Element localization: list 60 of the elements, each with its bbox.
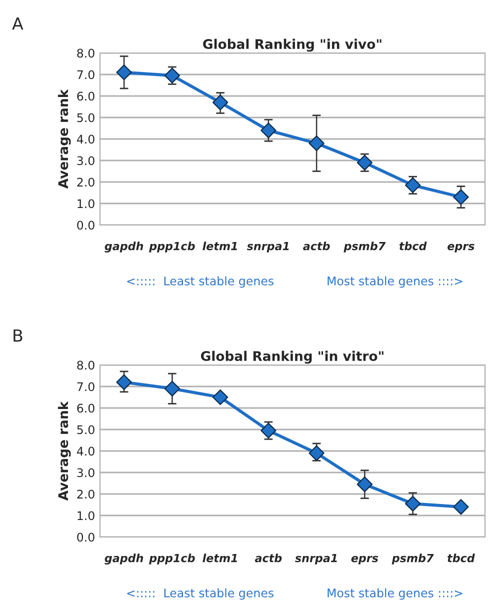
y-tick-label: 5.0 xyxy=(77,113,94,122)
x-tick-label: eprs xyxy=(351,556,378,564)
point xyxy=(164,68,180,84)
chart-title: Global Ranking "in vitro" xyxy=(200,350,384,364)
text: B xyxy=(14,329,22,342)
x-tick-label: gapdh xyxy=(104,554,144,565)
x-tick-label: actb xyxy=(254,554,282,562)
y-tick-label: 2.0 xyxy=(77,490,94,499)
x-tick-label: psmb7 xyxy=(344,242,386,252)
point xyxy=(116,374,132,390)
point xyxy=(260,122,276,138)
point xyxy=(212,389,228,406)
x-tick-label: snrpa1 xyxy=(246,242,289,252)
y-tick-label: 3.0 xyxy=(77,156,94,166)
y-tick-label: 0.0 xyxy=(77,220,94,230)
x-tick-label: gapdh xyxy=(104,242,144,253)
point xyxy=(404,177,421,194)
point xyxy=(356,154,373,170)
y-axis-title: Average rank xyxy=(58,401,71,501)
point xyxy=(356,476,373,492)
y-tick-label: 4.0 xyxy=(76,446,94,456)
y-tick-label: 6.0 xyxy=(77,404,94,413)
x-tick-label: ppp1cb xyxy=(149,554,195,564)
point xyxy=(308,135,324,152)
y-tick-label: 8.0 xyxy=(77,48,94,58)
text: Most stable genes ::::> xyxy=(328,588,462,600)
y-tick-label: 7.0 xyxy=(77,70,94,80)
text: <::::: Least stable genes xyxy=(127,588,274,600)
x-tick-label: psmb7 xyxy=(392,554,434,564)
point xyxy=(260,422,276,438)
y-tick-label: 1.0 xyxy=(78,199,94,208)
y-tick-label: 2.0 xyxy=(77,178,94,187)
text: A xyxy=(12,17,24,30)
x-tick-label: snrpa1 xyxy=(295,554,337,564)
point xyxy=(116,64,132,80)
y-tick-label: 7.0 xyxy=(77,382,94,392)
x-tick-label: letm1 xyxy=(202,554,237,562)
point xyxy=(404,496,421,512)
y-tick-label: 8.0 xyxy=(77,360,94,370)
y-tick-label: 5.0 xyxy=(77,425,94,434)
y-tick-label: 1.0 xyxy=(78,511,94,520)
y-tick-label: 3.0 xyxy=(77,468,94,478)
y-tick-label: 4.0 xyxy=(76,134,94,144)
x-tick-label: actb xyxy=(303,242,330,250)
x-tick-label: tbcd xyxy=(399,242,427,250)
x-tick-label: tbcd xyxy=(448,554,475,562)
point xyxy=(453,499,469,515)
point xyxy=(164,380,180,396)
y-tick-label: 6.0 xyxy=(77,92,94,101)
text: <::::: Least stable genes xyxy=(127,276,274,288)
x-tick-label: letm1 xyxy=(202,242,237,250)
y-axis-title: Average rank xyxy=(58,89,71,189)
point xyxy=(453,189,469,205)
y-tick-label: 0.0 xyxy=(77,532,94,542)
point xyxy=(308,445,324,461)
chart-title: Global Ranking "in vivo" xyxy=(203,38,382,52)
x-tick-label: ppp1cb xyxy=(149,242,195,252)
point xyxy=(212,94,228,110)
x-tick-label: eprs xyxy=(448,244,474,252)
text: Most stable genes ::::> xyxy=(328,276,462,288)
